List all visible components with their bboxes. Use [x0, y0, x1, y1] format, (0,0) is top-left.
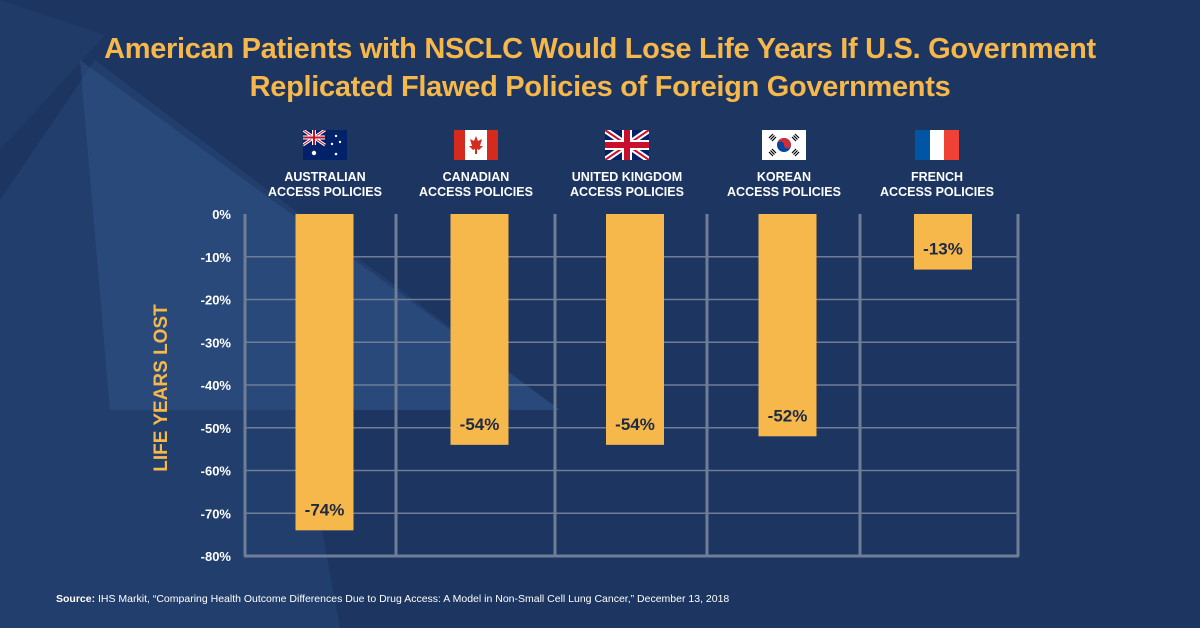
- category-header-korea: KOREAN ACCESS POLICIES: [704, 130, 864, 200]
- y-tick-label: -80%: [201, 549, 232, 564]
- source-note: Source: IHS Markit, “Comparing Health Ou…: [56, 593, 730, 605]
- bar: [758, 214, 817, 437]
- category-header-uk: UNITED KINGDOM ACCESS POLICIES: [547, 130, 707, 200]
- bar: [295, 214, 354, 531]
- bar-data-label: -52%: [768, 406, 808, 425]
- bar-data-label: -54%: [615, 415, 655, 434]
- australia-flag-icon: [303, 130, 347, 160]
- category-header-canada: CANADIAN ACCESS POLICIES: [396, 130, 556, 200]
- category-label-australia: AUSTRALIAN ACCESS POLICIES: [268, 170, 382, 199]
- y-tick-label: -60%: [201, 464, 232, 479]
- category-label-france: FRENCH ACCESS POLICIES: [880, 170, 994, 199]
- y-tick-label: -50%: [201, 421, 232, 436]
- y-tick-label: -30%: [201, 335, 232, 350]
- bar-data-label: -13%: [923, 240, 963, 259]
- canada-flag-icon: [454, 130, 498, 160]
- category-label-canada: CANADIAN ACCESS POLICIES: [419, 170, 533, 199]
- y-tick-label: -40%: [201, 378, 232, 393]
- y-tick-label: 0%: [212, 207, 231, 222]
- france-flag-icon: [915, 130, 959, 160]
- uk-flag-icon: [605, 130, 649, 160]
- y-tick-label: -10%: [201, 250, 232, 265]
- category-header-france: FRENCH ACCESS POLICIES: [857, 130, 1017, 200]
- y-tick-label: -20%: [201, 293, 232, 308]
- bar: [450, 214, 509, 445]
- category-label-uk: UNITED KINGDOM ACCESS POLICIES: [570, 170, 684, 199]
- title-line-1: American Patients with NSCLC Would Lose …: [104, 33, 1096, 65]
- title-line-2: Replicated Flawed Policies of Foreign Go…: [249, 71, 951, 103]
- korea-flag-icon: [762, 130, 806, 160]
- bar-data-label: -54%: [460, 415, 500, 434]
- category-header-australia: AUSTRALIAN ACCESS POLICIES: [245, 130, 405, 200]
- category-label-korea: KOREAN ACCESS POLICIES: [727, 170, 841, 199]
- bar: [914, 214, 972, 270]
- y-tick-label: -70%: [201, 506, 232, 521]
- bar-data-label: -74%: [305, 500, 345, 519]
- chart-title: American Patients with NSCLC Would Lose …: [0, 30, 1200, 106]
- bar: [606, 214, 664, 445]
